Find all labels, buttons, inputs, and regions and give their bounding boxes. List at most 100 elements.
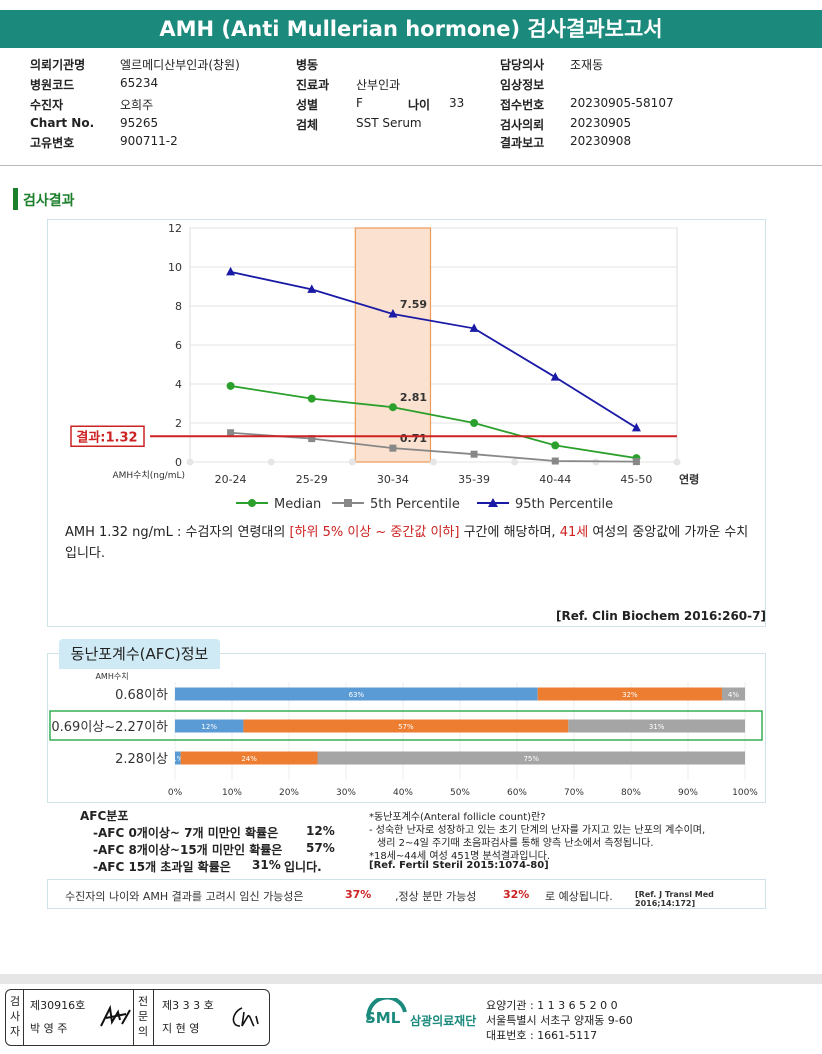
afc-segment-label: 24% — [241, 755, 257, 763]
reference-1: [Ref. Clin Biochem 2016:260-7] — [556, 609, 766, 623]
y-tick-label: 6 — [175, 339, 182, 352]
series-line-2 — [230, 270, 637, 429]
afc-row-label: 2.28이상 — [115, 752, 168, 767]
point-5th — [227, 429, 235, 437]
section-marker — [13, 188, 18, 210]
summary-part3: 로 예상됩니다. — [545, 890, 613, 903]
afc-line-2: -AFC 8개이상~15개 미만인 확률은 — [93, 843, 283, 857]
x-axis-dot — [511, 458, 519, 466]
summary-value-1: 37% — [345, 888, 372, 901]
section-title: 검사결과 — [23, 193, 75, 209]
data-label: 2.81 — [400, 391, 427, 404]
afc-segment-label: 4% — [728, 691, 739, 699]
specimen-label: 검체 — [296, 118, 319, 132]
point-median — [307, 394, 316, 403]
x-tick-label: 25-29 — [296, 473, 328, 486]
sign2-name: 지 현 영 — [162, 1022, 200, 1035]
x-axis-dot — [267, 458, 275, 466]
x-tick-label: 40-44 — [539, 473, 571, 486]
receipt-value: 20230905-58107 — [570, 96, 674, 110]
amh-line-chart: 0 2 4 6 8 10 12 20-24 25-29 30-34 35-39 40-44 45-50 연… — [70, 222, 699, 512]
dept-value: 산부인과 — [356, 78, 401, 92]
point-95th — [226, 266, 236, 276]
afc-bar-segment — [537, 687, 722, 701]
afc-def-2: 생리 2~4일 주기때 초음파검사를 통해 양측 난소에서 측정됩니다. — [377, 838, 654, 849]
point-95th — [307, 284, 317, 293]
signature-box: 검사자 제30916호 박 영 주 전문의 제3 3 3 호 지 현 영 — [5, 989, 270, 1046]
afc-row-label: 0.68이하 — [115, 688, 168, 703]
afc-def-ref: [Ref. Fertil Steril 2015:1074-80] — [369, 860, 549, 871]
doctor-value: 조재동 — [570, 58, 604, 72]
footer-divider — [0, 974, 822, 984]
y-axis-label: AMH수치(ng/mL) — [112, 469, 185, 481]
explain-range: [하위 5% 이상 ~ 중간값 이하] — [289, 525, 460, 540]
sex-value: F — [356, 96, 363, 110]
result-label: 결과:1.32 — [76, 429, 137, 445]
point-5th — [389, 444, 397, 452]
sml-logo-icon — [366, 995, 407, 1021]
patient-value: 오희주 — [120, 98, 154, 112]
afc-bar-segment — [568, 719, 745, 733]
afc-x-tick: 80% — [621, 788, 641, 798]
sign2-license: 제3 3 3 호 — [162, 999, 214, 1012]
afc-x-tick: 100% — [732, 788, 758, 798]
point-median — [551, 441, 560, 450]
sign1-license: 제30916호 — [30, 999, 86, 1012]
afc-x-tick: 70% — [564, 788, 584, 798]
afc-x-tick: 20% — [279, 788, 299, 798]
y-tick-label: 2 — [175, 417, 182, 430]
legend-label: 95th Percentile — [515, 497, 613, 512]
x-tick-label: 30-34 — [377, 473, 409, 486]
y-tick-label: 0 — [175, 456, 182, 469]
x-axis-dot — [673, 458, 681, 466]
result-label-box — [70, 425, 145, 448]
afc-tab: 동난포계수(AFC)정보 — [59, 639, 220, 669]
afc-segment-label: 31% — [649, 723, 665, 731]
point-median — [470, 419, 479, 427]
afc-bar-segment — [175, 751, 181, 765]
y-tick-label: 8 — [175, 300, 182, 313]
x-axis-dot — [186, 458, 194, 466]
patient-label: 수진자 — [30, 98, 64, 112]
afc-segment-label: 1% — [172, 755, 183, 763]
sml-logo-text: SML — [365, 1009, 401, 1027]
point-5th — [551, 457, 559, 465]
explain-age: 41세 — [559, 525, 589, 540]
point-95th — [631, 422, 641, 432]
clinical-label: 임상정보 — [500, 78, 545, 92]
legend-marker — [344, 499, 352, 507]
afc-bar-segment — [175, 719, 244, 733]
age-label: 나이 — [408, 98, 431, 112]
afc-segment-label: 12% — [201, 723, 217, 731]
afc-x-tick: 50% — [450, 788, 470, 798]
afc-def-3: *18세~44세 여성 451명 분석결과입니다. — [369, 851, 551, 862]
afc-stacked-bar-chart: AMH수치 0% 10% 20% 30% 40% 50% 60% 70% 80% 90% 100% 0.… — [49, 672, 763, 798]
afc-axis-title: AMH수치 — [95, 672, 128, 681]
x-axis-dot — [430, 458, 437, 466]
age-value: 33 — [449, 96, 465, 110]
pregnancy-summary: 수진자의 나이와 AMH 결과를 고려시 임신 가능성은 37% ,정상 분만 … — [47, 879, 766, 909]
sign1-role: 검사자 — [9, 995, 21, 1038]
afc-line-1: -AFC 0개이상~ 7개 미만인 확률은 — [93, 826, 279, 840]
sml-logo: SML — [365, 995, 409, 1038]
x-tick-label: 45-50 — [620, 473, 652, 486]
sign1-name: 박 영 주 — [30, 1022, 68, 1035]
org-tel: 대표번호 : 1661-5117 — [486, 1029, 598, 1042]
result-explanation: AMH 1.32 ng/mL : 수검자의 연령대의 [하위 5% 이상 ~ 중… — [65, 522, 755, 564]
afc-bar-segment — [180, 751, 318, 765]
point-5th — [308, 435, 316, 443]
afc-x-tick: 40% — [393, 788, 413, 798]
data-label: 7.59 — [400, 298, 427, 311]
sign2-role: 전문의 — [137, 995, 149, 1038]
report-date-label: 결과보고 — [500, 136, 545, 150]
afc-def-title: *동난포계수(Anteral follicle count)란? — [369, 812, 546, 823]
ward-label: 병동 — [296, 58, 319, 72]
afc-x-tick: 0% — [168, 788, 183, 798]
id-value: 900711-2 — [120, 134, 178, 148]
y-tick-label: 4 — [175, 378, 182, 391]
request-label: 검사의뢰 — [500, 118, 545, 132]
report-date-value: 20230908 — [570, 134, 632, 148]
afc-def-1: - 성숙한 난자로 성장하고 있는 초기 단계의 난자를 가지고 있는 난포의 … — [369, 825, 706, 836]
divider — [0, 165, 822, 166]
receipt-label: 접수번호 — [500, 98, 545, 112]
